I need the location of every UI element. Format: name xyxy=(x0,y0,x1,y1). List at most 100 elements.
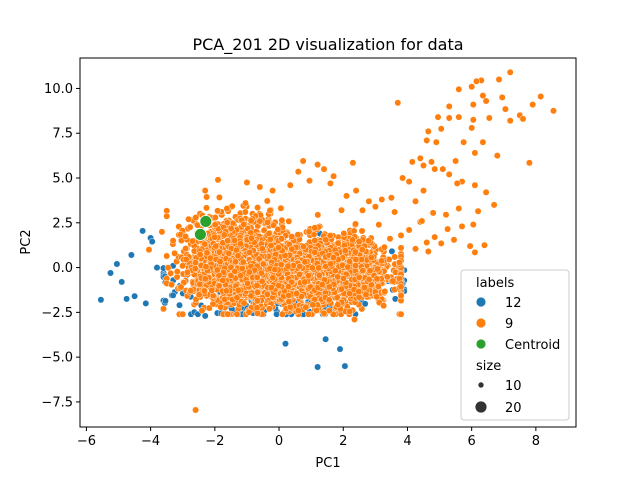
data-point xyxy=(378,257,386,265)
data-point xyxy=(306,177,313,185)
data-point xyxy=(330,172,338,180)
data-point xyxy=(320,309,328,317)
data-point xyxy=(225,249,233,257)
data-point xyxy=(397,231,405,239)
y-tick-label: −7.5 xyxy=(41,395,73,410)
data-point xyxy=(278,216,286,224)
data-point xyxy=(294,231,302,239)
data-point xyxy=(469,101,477,109)
data-point xyxy=(253,273,261,281)
data-point xyxy=(277,204,285,212)
legend-marker-12 xyxy=(475,296,487,308)
data-point xyxy=(395,258,403,266)
data-point xyxy=(471,248,479,256)
legend-size-label-10: 10 xyxy=(505,379,522,394)
data-point xyxy=(429,209,437,217)
data-point xyxy=(358,256,366,263)
data-point xyxy=(397,244,405,252)
data-point xyxy=(288,245,296,253)
data-point xyxy=(346,308,354,315)
data-point xyxy=(294,307,302,315)
data-point xyxy=(366,267,374,275)
legend-size-marker-10 xyxy=(477,381,485,389)
data-point xyxy=(231,267,239,275)
data-point xyxy=(371,203,379,211)
data-point xyxy=(212,242,220,250)
data-point xyxy=(271,266,279,274)
data-point xyxy=(420,187,427,195)
data-point xyxy=(215,248,223,256)
data-point xyxy=(248,234,255,242)
data-point xyxy=(231,236,238,244)
data-point xyxy=(351,316,358,323)
data-point xyxy=(349,236,356,244)
data-point xyxy=(469,116,477,124)
data-point xyxy=(256,217,264,225)
data-point xyxy=(182,245,190,253)
centroid-point xyxy=(199,214,213,228)
data-point xyxy=(434,113,442,121)
data-point xyxy=(161,297,169,305)
data-point xyxy=(301,278,309,286)
data-point xyxy=(423,136,431,144)
x-tick-label: −6 xyxy=(77,434,96,449)
y-tick-label: 7.5 xyxy=(52,127,73,142)
data-point xyxy=(182,232,189,240)
data-point xyxy=(455,205,463,212)
data-point xyxy=(493,152,501,160)
data-point xyxy=(214,176,222,184)
centroid-point xyxy=(193,227,207,241)
legend: labels 12 9 Centroid size 10 20 xyxy=(460,269,570,421)
x-tick-label: 4 xyxy=(403,434,411,449)
data-point xyxy=(211,221,219,229)
data-point xyxy=(361,283,368,291)
data-point xyxy=(203,249,211,257)
data-point xyxy=(394,99,402,107)
data-point xyxy=(325,296,333,304)
data-point xyxy=(169,237,177,245)
x-tick-label: −4 xyxy=(141,434,160,449)
data-point xyxy=(263,197,271,205)
data-point xyxy=(191,265,199,273)
data-point xyxy=(211,233,219,241)
y-tick-label: −2.5 xyxy=(41,306,73,321)
data-point xyxy=(375,221,383,229)
data-point xyxy=(439,165,447,173)
data-point xyxy=(296,262,304,270)
data-point xyxy=(469,221,477,229)
legend-size-marker-20 xyxy=(474,400,488,414)
data-point xyxy=(519,115,527,123)
data-point xyxy=(468,83,476,91)
data-point xyxy=(305,228,313,236)
data-point xyxy=(506,117,514,125)
data-point xyxy=(373,265,381,273)
data-point xyxy=(192,406,200,414)
data-point xyxy=(201,312,209,320)
data-point xyxy=(490,201,498,209)
data-point xyxy=(444,225,452,233)
data-point xyxy=(237,272,245,280)
data-point xyxy=(343,192,350,200)
data-point xyxy=(266,235,274,243)
data-point xyxy=(233,294,241,302)
data-point xyxy=(258,245,266,253)
data-point xyxy=(294,168,302,176)
legend-label-centroid: Centroid xyxy=(505,338,560,353)
data-point xyxy=(302,303,310,311)
data-point xyxy=(254,288,262,296)
data-point xyxy=(498,93,506,101)
data-point xyxy=(314,363,322,371)
y-axis-title: PC2 xyxy=(19,229,34,254)
data-point xyxy=(246,268,253,276)
data-point xyxy=(412,197,419,205)
data-point xyxy=(216,258,224,266)
data-point xyxy=(203,204,210,212)
data-point xyxy=(481,241,488,249)
data-point xyxy=(234,286,242,294)
data-point xyxy=(285,283,292,291)
data-point xyxy=(107,269,114,277)
data-point xyxy=(445,170,453,178)
x-tick-label: 2 xyxy=(339,434,347,449)
data-point xyxy=(432,138,440,146)
